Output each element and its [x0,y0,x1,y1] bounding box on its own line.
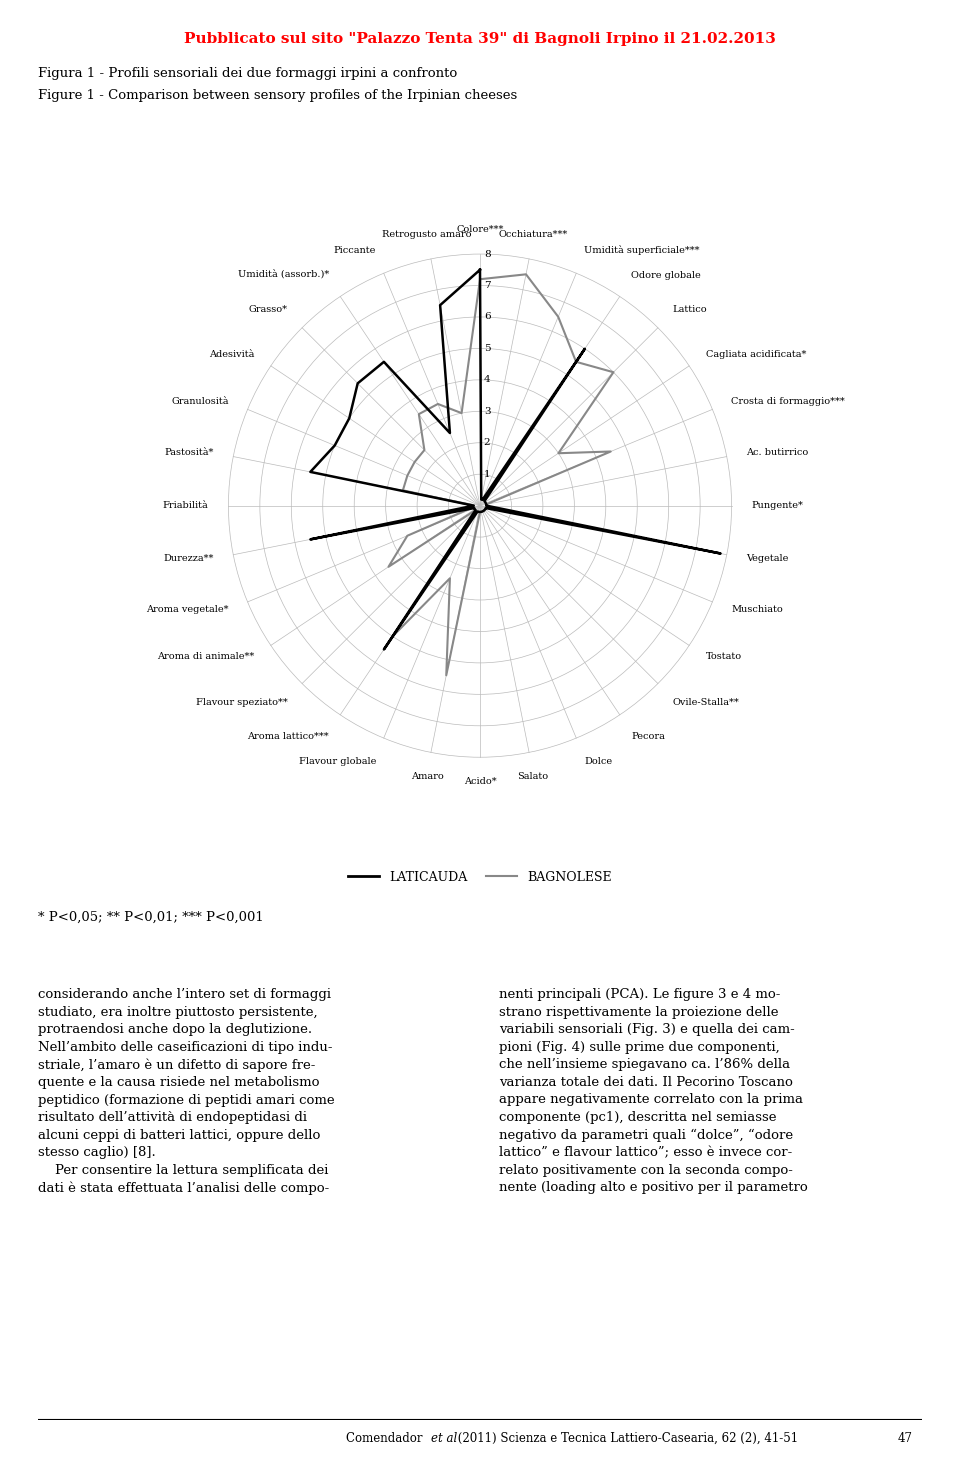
Text: Lattico: Lattico [672,305,707,313]
Text: Friabilità: Friabilità [162,501,208,509]
Text: Acido*: Acido* [464,777,496,786]
Text: 5: 5 [484,344,491,353]
Text: Cagliata acidificata*: Cagliata acidificata* [706,350,806,359]
Text: Aroma lattico***: Aroma lattico*** [248,732,329,741]
Text: 2: 2 [484,438,491,448]
Text: 6: 6 [484,312,491,322]
Text: Comendador: Comendador [346,1432,426,1445]
Text: Piccante: Piccante [334,246,376,255]
Text: Aroma vegetale*: Aroma vegetale* [147,605,229,613]
Text: Flavour globale: Flavour globale [299,757,376,766]
Text: 4: 4 [484,375,491,385]
Text: Amaro: Amaro [411,772,444,782]
Text: Tostato: Tostato [706,651,742,662]
Text: 7: 7 [484,281,491,290]
Text: Retrogusto amaro: Retrogusto amaro [382,230,471,239]
Text: Salato: Salato [517,772,548,782]
Text: Muschiato: Muschiato [731,605,782,613]
Text: Vegetale: Vegetale [747,555,789,564]
Text: Ovile-Stalla**: Ovile-Stalla** [672,698,739,707]
Text: nenti principali (PCA). Le figure 3 e 4 mo-
strano rispettivamente la proiezione: nenti principali (PCA). Le figure 3 e 4 … [499,988,808,1195]
Text: Grasso*: Grasso* [249,305,288,313]
Text: Granulosità: Granulosità [172,397,229,406]
Text: Adesività: Adesività [208,350,254,359]
Text: Ac. butirrico: Ac. butirrico [747,448,808,457]
Text: Durezza**: Durezza** [163,555,213,564]
Text: Occhiatura***: Occhiatura*** [498,230,567,239]
Text: Figura 1 - Profili sensoriali dei due formaggi irpini a confronto: Figura 1 - Profili sensoriali dei due fo… [38,67,458,81]
Text: Pecora: Pecora [631,732,665,741]
Text: Aroma di animale**: Aroma di animale** [156,651,254,662]
Text: Dolce: Dolce [584,757,612,766]
Text: et al: et al [431,1432,457,1445]
Text: Flavour speziato**: Flavour speziato** [196,698,288,707]
Text: 1: 1 [484,470,491,479]
Text: Odore globale: Odore globale [631,271,701,280]
Text: Figure 1 - Comparison between sensory profiles of the Irpinian cheeses: Figure 1 - Comparison between sensory pr… [38,89,517,102]
Text: 47: 47 [898,1432,913,1445]
Text: Pubblicato sul sito "Palazzo Tenta 39" di Bagnoli Irpino il 21.02.2013: Pubblicato sul sito "Palazzo Tenta 39" d… [184,32,776,47]
Text: Crosta di formaggio***: Crosta di formaggio*** [731,397,845,406]
Text: Umidità (assorb.)*: Umidità (assorb.)* [238,271,329,280]
Text: Umidità superficiale***: Umidità superficiale*** [584,244,700,255]
Legend: LATICAUDA, BAGNOLESE: LATICAUDA, BAGNOLESE [343,865,617,889]
Text: considerando anche l’intero set di formaggi
studiato, era inoltre piuttosto pers: considerando anche l’intero set di forma… [38,988,335,1195]
Text: * P<0,05; ** P<0,01; *** P<0,001: * P<0,05; ** P<0,01; *** P<0,001 [38,911,264,924]
Text: Pastosità*: Pastosità* [164,448,213,457]
Text: 3: 3 [484,407,491,416]
Text: Colore***: Colore*** [456,225,504,234]
Text: (2011) Scienza e Tecnica Lattiero-Casearia, 62 (2), 41-51: (2011) Scienza e Tecnica Lattiero-Casear… [454,1432,798,1445]
Text: 8: 8 [484,249,491,259]
Text: Pungente*: Pungente* [752,501,804,509]
